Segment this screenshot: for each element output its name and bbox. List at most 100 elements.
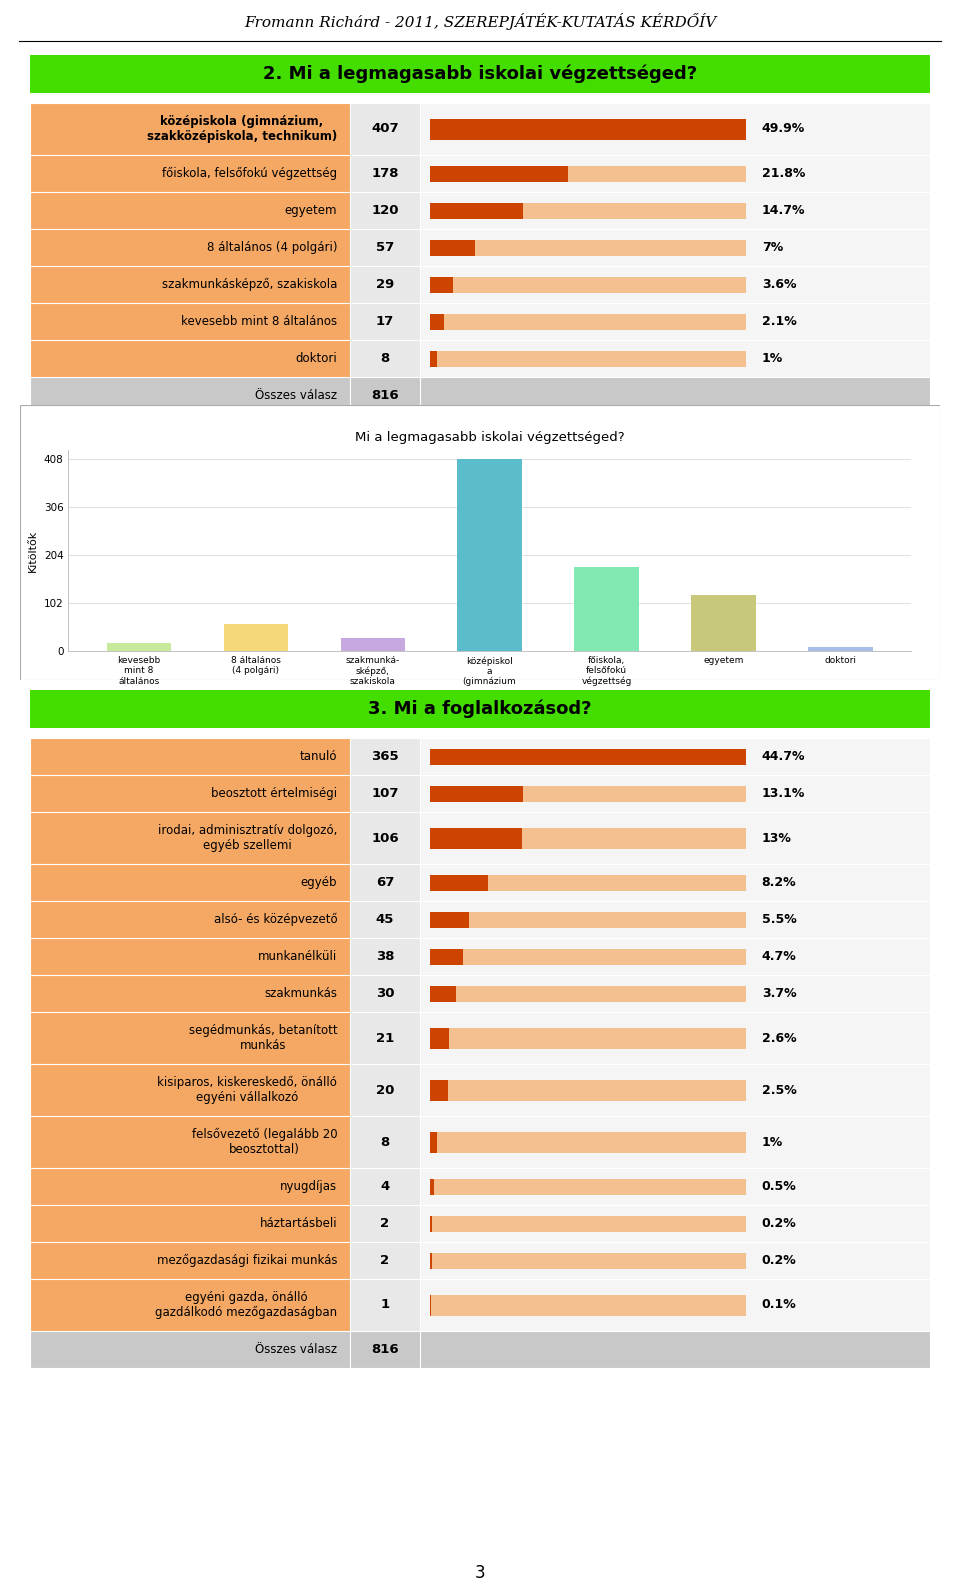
Text: 17: 17 [376, 314, 395, 329]
Text: 816: 816 [372, 1343, 398, 1356]
Bar [430, 986, 747, 1002]
Bar [430, 167, 568, 181]
Bar [430, 203, 747, 219]
Bar [430, 1216, 432, 1232]
Bar [430, 986, 456, 1002]
Bar [430, 240, 747, 256]
Bar [430, 119, 747, 140]
Text: 5.5%: 5.5% [761, 913, 797, 926]
Bar [430, 351, 747, 367]
Text: egyetem: egyetem [285, 203, 337, 218]
Text: 3.7%: 3.7% [761, 988, 797, 1000]
Text: 20: 20 [375, 1083, 395, 1096]
Bar [430, 1294, 747, 1316]
Bar [430, 1253, 432, 1269]
Bar [430, 1080, 448, 1102]
Text: beosztott értelmiségi: beosztott értelmiségi [211, 788, 337, 800]
Text: 4.7%: 4.7% [761, 950, 797, 962]
Text: kevesebb mint 8 általános: kevesebb mint 8 általános [181, 314, 337, 329]
Text: Összes válasz: Összes válasz [255, 389, 337, 402]
Text: középiskola (gimnázium,
szakközépiskola, technikum): középiskola (gimnázium, szakközépiskola,… [147, 114, 337, 143]
Bar [430, 786, 747, 802]
Bar [430, 1180, 434, 1194]
Text: 365: 365 [372, 750, 398, 762]
Text: 49.9%: 49.9% [761, 122, 804, 135]
Text: alsó- és középvezető: alsó- és középvezető [213, 913, 337, 926]
Bar [430, 351, 437, 367]
Text: 120: 120 [372, 203, 398, 218]
Bar [430, 875, 747, 891]
Text: 1%: 1% [761, 1135, 783, 1148]
Bar [574, 567, 638, 651]
Text: főiskola, felsőfokú végzettség: főiskola, felsőfokú végzettség [162, 167, 337, 179]
Text: 3.6%: 3.6% [761, 278, 796, 291]
Bar [430, 1027, 747, 1050]
Bar [430, 1080, 747, 1102]
Text: 57: 57 [376, 241, 395, 254]
Bar [430, 167, 747, 181]
Text: 3: 3 [474, 1564, 486, 1582]
Text: 29: 29 [376, 278, 395, 291]
Text: szakmunkásképző, szakiskola: szakmunkásképző, szakiskola [162, 278, 337, 291]
Text: Összes válasz: Összes válasz [255, 1343, 337, 1356]
Text: 13%: 13% [761, 832, 792, 845]
Bar [691, 594, 756, 651]
Text: háztartásbeli: háztartásbeli [259, 1216, 337, 1231]
Bar [430, 203, 523, 219]
Text: mezőgazdasági fizikai munkás: mezőgazdasági fizikai munkás [156, 1255, 337, 1267]
Text: 2: 2 [380, 1216, 390, 1231]
Text: 816: 816 [372, 389, 398, 402]
Text: 14.7%: 14.7% [761, 203, 805, 218]
Bar [430, 314, 747, 330]
Text: 2: 2 [380, 1255, 390, 1267]
Text: 67: 67 [375, 877, 395, 889]
Text: 2. Mi a legmagasabb iskolai végzettséged?: 2. Mi a legmagasabb iskolai végzettséged… [263, 65, 697, 83]
Bar [430, 750, 747, 765]
Text: 21.8%: 21.8% [761, 167, 805, 179]
Text: 2.6%: 2.6% [761, 1032, 797, 1045]
Text: egyéb: egyéb [300, 877, 337, 889]
Text: egyéni gazda, önálló
gazdálkodó mezőgazdaságban: egyéni gazda, önálló gazdálkodó mezőgazd… [156, 1291, 337, 1320]
Bar [430, 314, 444, 330]
Bar [430, 875, 489, 891]
Text: 2.1%: 2.1% [761, 314, 797, 329]
Text: 8.2%: 8.2% [761, 877, 797, 889]
Bar [430, 827, 522, 850]
Bar [430, 912, 747, 927]
Text: nyugdíjas: nyugdíjas [280, 1180, 337, 1193]
Bar [430, 1180, 747, 1194]
Text: segédmunkás, betanított
munkás: segédmunkás, betanított munkás [188, 1024, 337, 1051]
Bar [430, 1132, 747, 1153]
Text: Fromann Richárd - 2011, SZEREPJÁTÉK-KUTATÁS KÉRDŐÍV: Fromann Richárd - 2011, SZEREPJÁTÉK-KUTA… [244, 14, 716, 30]
Bar [430, 1253, 747, 1269]
Text: 0.2%: 0.2% [761, 1216, 797, 1231]
Text: kisiparos, kiskereskedő, önálló
egyéni vállalkozó: kisiparos, kiskereskedő, önálló egyéni v… [157, 1077, 337, 1104]
Text: 8: 8 [380, 1135, 390, 1148]
Text: 45: 45 [375, 913, 395, 926]
Text: irodai, adminisztratív dolgozó,
egyéb szellemi: irodai, adminisztratív dolgozó, egyéb sz… [157, 824, 337, 853]
Bar [430, 912, 469, 927]
Text: 0.2%: 0.2% [761, 1255, 797, 1267]
Bar [107, 643, 171, 651]
Bar [430, 950, 464, 964]
Y-axis label: Kitöltők: Kitöltők [28, 529, 38, 572]
Text: 8 általános (4 polgári): 8 általános (4 polgári) [206, 241, 337, 254]
Bar [430, 750, 747, 765]
Bar [430, 827, 747, 850]
Text: 2.5%: 2.5% [761, 1083, 797, 1096]
Text: 13.1%: 13.1% [761, 788, 805, 800]
Bar [430, 786, 523, 802]
Text: felsővezető (legalább 20
beosztottal): felsővezető (legalább 20 beosztottal) [192, 1127, 337, 1156]
Bar [430, 1132, 437, 1153]
Text: munkanélküli: munkanélküli [258, 950, 337, 962]
Text: 178: 178 [372, 167, 398, 179]
Bar [430, 1216, 747, 1232]
Text: 30: 30 [375, 988, 395, 1000]
Text: 7%: 7% [761, 241, 783, 254]
Bar [430, 276, 453, 292]
Text: 3. Mi a foglalkozásod?: 3. Mi a foglalkozásod? [369, 700, 591, 718]
Text: tanuló: tanuló [300, 750, 337, 762]
Text: 8: 8 [380, 353, 390, 365]
Text: 44.7%: 44.7% [761, 750, 805, 762]
Text: 0.1%: 0.1% [761, 1299, 797, 1312]
